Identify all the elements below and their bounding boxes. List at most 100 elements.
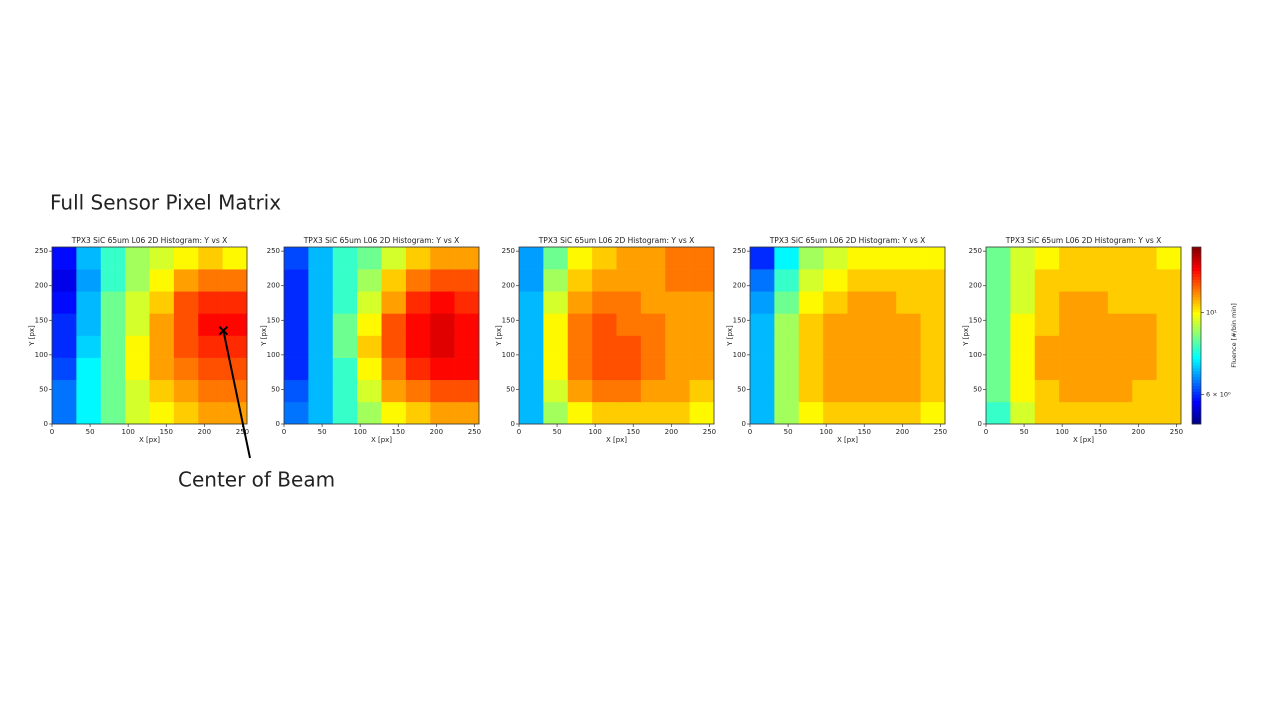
heatmap-cell (896, 291, 921, 314)
heatmap-cell (920, 335, 946, 358)
heatmap-cell (616, 379, 642, 403)
heatmap-cell (381, 247, 407, 270)
heatmap-cell (222, 269, 248, 292)
heatmap-cell (798, 247, 824, 270)
colorbar-strip (1192, 376, 1201, 381)
heatmap-cell (173, 269, 199, 292)
heatmap-cell (1034, 313, 1060, 336)
colorbar-strip (1192, 294, 1201, 298)
x-tick-label: 100 (1055, 428, 1068, 436)
heatmap-cell (308, 247, 334, 270)
heatmap-cell (847, 269, 873, 292)
y-tick-label: 200 (733, 282, 746, 290)
chart-title: TPX3 SiC 65um L06 2D Histogram: Y vs X (769, 236, 926, 245)
heatmap-cell (986, 269, 1011, 292)
heatmap-cell (640, 313, 666, 336)
colorbar-strip (1192, 350, 1201, 354)
heatmap-cell (149, 269, 175, 292)
heatmap-cell (519, 357, 544, 381)
heatmap-cell (284, 291, 309, 314)
heatmap-cell (1010, 379, 1036, 403)
y-tick-label: 50 (39, 385, 48, 393)
heatmap-cell (430, 379, 455, 403)
heatmap-cell (430, 247, 455, 270)
colorbar-strip (1192, 332, 1201, 336)
heatmap-cell (640, 291, 666, 314)
heatmap-cell (381, 269, 407, 292)
heatmap-cell (1034, 401, 1060, 425)
colorbar-strip (1192, 382, 1201, 387)
heatmap-cell (357, 401, 382, 425)
colorbar-strip (1192, 403, 1201, 407)
heatmap-cell (1059, 379, 1084, 403)
heatmap-cell (100, 379, 126, 403)
heatmap-cell (308, 401, 334, 425)
colorbar-strip (1192, 261, 1201, 266)
colorbar-strip (1192, 329, 1201, 333)
heatmap-cell (774, 335, 800, 358)
heatmap-cell (405, 313, 431, 336)
colorbar-strip (1192, 341, 1201, 345)
x-tick-label: 200 (1132, 428, 1145, 436)
heatmap-cell (1132, 401, 1157, 425)
heatmap-cell (332, 291, 358, 314)
heatmap-cell (774, 291, 800, 314)
heatmap-cell (173, 401, 199, 425)
heatmap-cell (357, 379, 382, 403)
heatmap-cell (332, 269, 358, 292)
heatmap-cell (847, 247, 873, 270)
heatmap-cell (896, 357, 921, 381)
heatmap-cell (405, 401, 431, 425)
heatmap-cell (543, 335, 569, 358)
beam-marker (218, 325, 229, 336)
heatmap-cell (986, 401, 1011, 425)
colorbar-strip (1192, 285, 1201, 289)
heatmap-cell (198, 335, 223, 358)
x-tick-label: 100 (353, 428, 366, 436)
heatmap-cell (592, 335, 617, 358)
heatmap-cell (1083, 379, 1109, 403)
heatmap-cell (823, 357, 848, 381)
heatmap-cell (823, 313, 848, 336)
heatmap-cell (543, 269, 569, 292)
y-axis-label: Y [px] (962, 325, 970, 347)
heatmap-cell (381, 357, 407, 381)
colorbar-strip (1192, 314, 1201, 319)
x-tick-label: 250 (236, 428, 249, 436)
heatmap-cell (543, 379, 569, 403)
heatmap-cell (381, 313, 407, 336)
heatmap-cell (774, 401, 800, 425)
x-tick-label: 0 (517, 428, 521, 436)
y-axis-label: Y [px] (28, 325, 36, 347)
colorbar-strip (1192, 247, 1201, 251)
colorbar-strip (1192, 338, 1201, 342)
y-tick-label: 50 (506, 385, 515, 393)
heatmap-cell (920, 269, 946, 292)
heatmap-cell (1107, 247, 1133, 270)
x-tick-label: 50 (86, 428, 95, 436)
heatmap-cell (405, 291, 431, 314)
heatmap-cell (100, 313, 126, 336)
x-axis-label: X [px] (139, 436, 160, 444)
y-tick-label: 100 (502, 351, 515, 359)
heatmap-cell (149, 335, 175, 358)
heatmap-cell (1107, 335, 1133, 358)
heatmap-cell (1132, 269, 1157, 292)
heatmap-cell (149, 401, 175, 425)
colorbar-strip (1192, 288, 1201, 292)
heatmap-cell (567, 247, 593, 270)
heatmap-cell (149, 357, 175, 381)
y-axis-label: Y [px] (495, 325, 503, 347)
x-tick-label: 250 (1170, 428, 1183, 436)
heatmap-cell (1010, 401, 1036, 425)
heatmap-cell (454, 379, 480, 403)
heatmap-cell (774, 313, 800, 336)
heatmap-cell (750, 357, 775, 381)
heatmap-cell (284, 335, 309, 358)
heatmap-cell (896, 247, 921, 270)
colorbar-strip (1192, 252, 1201, 257)
heatmap-cell (640, 401, 666, 425)
heatmap-cell (847, 313, 873, 336)
heatmap-cell (222, 357, 248, 381)
